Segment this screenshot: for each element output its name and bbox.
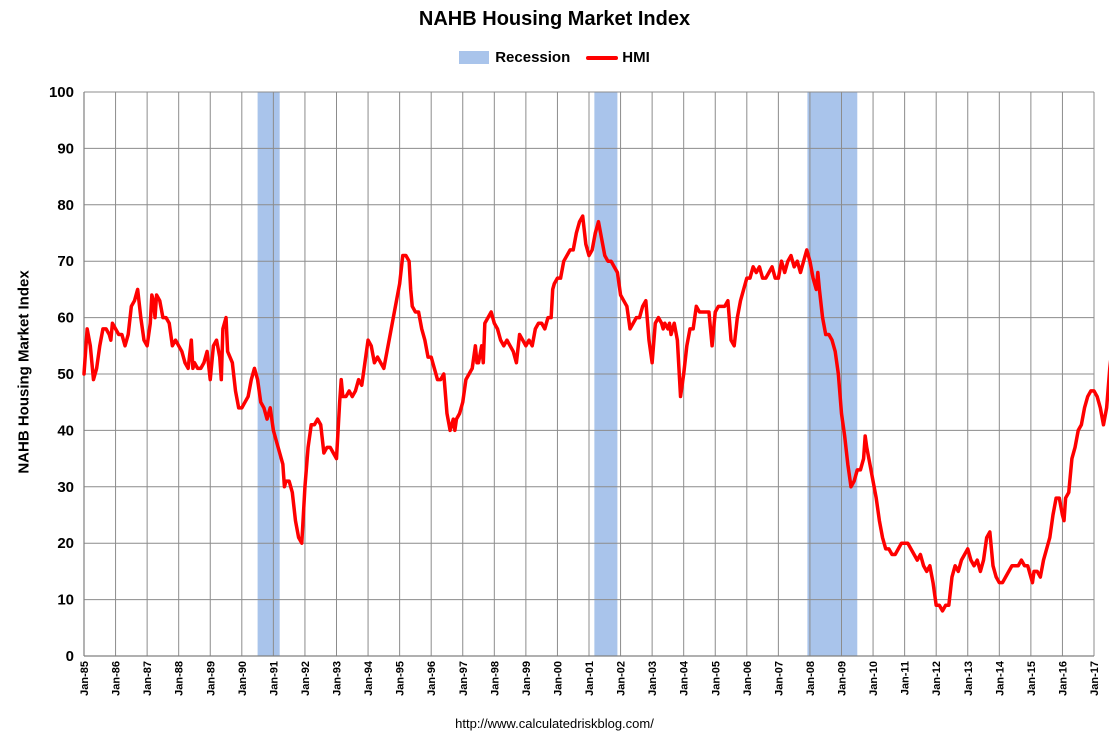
x-tick-label-3: Jan-88 bbox=[174, 661, 186, 696]
y-tick-label-9: 90 bbox=[57, 140, 74, 157]
y-tick-label-7: 70 bbox=[57, 253, 74, 270]
x-tick-label-9: Jan-94 bbox=[363, 660, 375, 696]
x-tick-label-21: Jan-06 bbox=[742, 661, 754, 696]
x-tick-label-32: Jan-17 bbox=[1089, 661, 1101, 696]
x-tick-label-6: Jan-91 bbox=[268, 661, 280, 696]
x-tick-label-23: Jan-08 bbox=[805, 661, 817, 696]
x-tick-label-12: Jan-97 bbox=[458, 661, 470, 696]
x-tick-label-31: Jan-16 bbox=[1057, 661, 1069, 696]
grid-lines bbox=[83, 91, 1095, 657]
x-tick-label-16: Jan-01 bbox=[584, 661, 596, 696]
x-tick-label-28: Jan-13 bbox=[963, 661, 975, 696]
x-tick-label-17: Jan-02 bbox=[616, 661, 628, 696]
x-tick-label-24: Jan-09 bbox=[837, 661, 849, 696]
x-tick-label-4: Jan-89 bbox=[205, 661, 217, 696]
legend-item-hmi: HMI bbox=[586, 49, 650, 66]
legend-label-hmi: HMI bbox=[622, 49, 650, 66]
x-tick-label-27: Jan-12 bbox=[931, 661, 943, 696]
x-tick-label-22: Jan-07 bbox=[773, 661, 785, 696]
x-tick-label-2: Jan-87 bbox=[142, 661, 154, 696]
x-tick-label-8: Jan-93 bbox=[332, 661, 344, 696]
x-tick-label-29: Jan-14 bbox=[994, 660, 1006, 696]
x-tick-label-30: Jan-15 bbox=[1026, 661, 1038, 696]
series-line-hmi bbox=[82, 214, 1109, 613]
legend-swatch-recession bbox=[459, 51, 490, 64]
x-tick-label-5: Jan-90 bbox=[237, 661, 249, 696]
x-tick-label-0: Jan-85 bbox=[79, 661, 91, 696]
x-tick-label-26: Jan-11 bbox=[900, 661, 912, 695]
series-lines bbox=[82, 214, 1109, 613]
x-tick-label-14: Jan-99 bbox=[521, 661, 533, 696]
legend-swatch-hmi bbox=[586, 55, 619, 60]
chart-legend: Recession HMI bbox=[0, 49, 1109, 66]
chart-title: NAHB Housing Market Index bbox=[418, 8, 691, 30]
legend-label-recession: Recession bbox=[495, 49, 571, 66]
x-tick-label-18: Jan-03 bbox=[647, 661, 659, 696]
y-tick-label-2: 20 bbox=[57, 535, 74, 552]
x-tick-label-13: Jan-98 bbox=[489, 661, 501, 696]
x-tick-label-7: Jan-92 bbox=[300, 661, 312, 696]
y-tick-label-10: 100 bbox=[49, 84, 74, 101]
y-tick-labels: 0 10 20 30 40 50 60 70 80 90 100 bbox=[49, 84, 74, 665]
y-tick-label-0: 0 bbox=[66, 648, 74, 665]
x-tick-labels: Jan-85 Jan-86 Jan-87 Jan-88 Jan-89 Jan-90 Jan-… bbox=[79, 660, 1101, 696]
source-url: http://www.calculatedriskblog.com/ bbox=[455, 716, 654, 731]
x-tick-label-1: Jan-86 bbox=[111, 661, 123, 696]
y-tick-label-8: 80 bbox=[57, 197, 74, 214]
y-tick-label-3: 30 bbox=[57, 479, 74, 496]
x-tick-label-10: Jan-95 bbox=[395, 661, 407, 696]
x-tick-label-20: Jan-05 bbox=[710, 661, 722, 696]
y-tick-label-5: 50 bbox=[57, 366, 74, 383]
y-tick-label-1: 10 bbox=[57, 592, 74, 609]
x-tick-label-11: Jan-96 bbox=[426, 661, 438, 696]
legend-item-recession: Recession bbox=[459, 49, 570, 66]
x-tick-label-15: Jan-00 bbox=[552, 661, 564, 696]
x-tick-label-25: Jan-10 bbox=[868, 661, 880, 696]
y-tick-label-6: 60 bbox=[57, 310, 74, 327]
y-tick-label-4: 40 bbox=[57, 422, 74, 439]
x-tick-label-19: Jan-04 bbox=[679, 660, 691, 696]
